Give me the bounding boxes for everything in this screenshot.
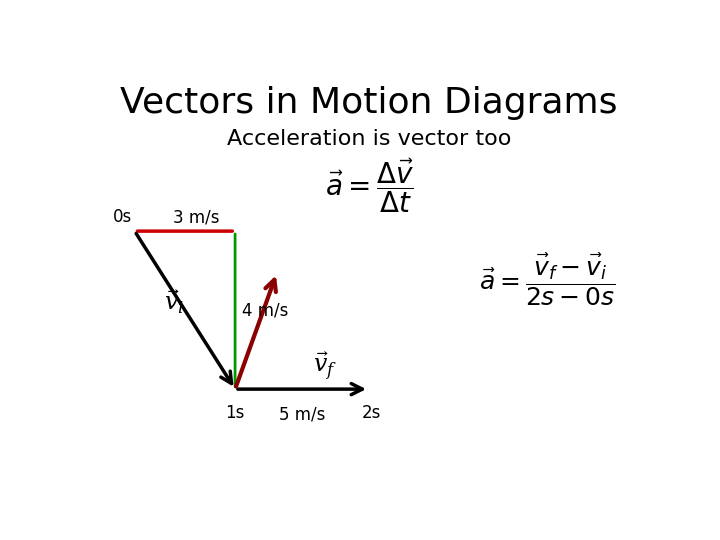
Text: $\vec{a} = \dfrac{\vec{v}_f - \vec{v}_i}{2s-0s}$: $\vec{a} = \dfrac{\vec{v}_f - \vec{v}_i}…: [480, 252, 616, 308]
Text: $\vec{v}_i$: $\vec{v}_i$: [163, 287, 184, 316]
Text: 4 m/s: 4 m/s: [242, 301, 288, 319]
Text: 3 m/s: 3 m/s: [173, 208, 220, 226]
Text: 2s: 2s: [362, 404, 382, 422]
Text: $\vec{a} = \dfrac{\Delta\vec{v}}{\Delta t}$: $\vec{a} = \dfrac{\Delta\vec{v}}{\Delta …: [325, 156, 413, 215]
Text: $\vec{v}_f$: $\vec{v}_f$: [313, 349, 338, 383]
Text: 5 m/s: 5 m/s: [279, 406, 325, 424]
Text: 1s: 1s: [225, 404, 245, 422]
Text: Vectors in Motion Diagrams: Vectors in Motion Diagrams: [120, 85, 618, 119]
Text: Acceleration is vector too: Acceleration is vector too: [227, 129, 511, 149]
Text: 0s: 0s: [112, 208, 132, 226]
